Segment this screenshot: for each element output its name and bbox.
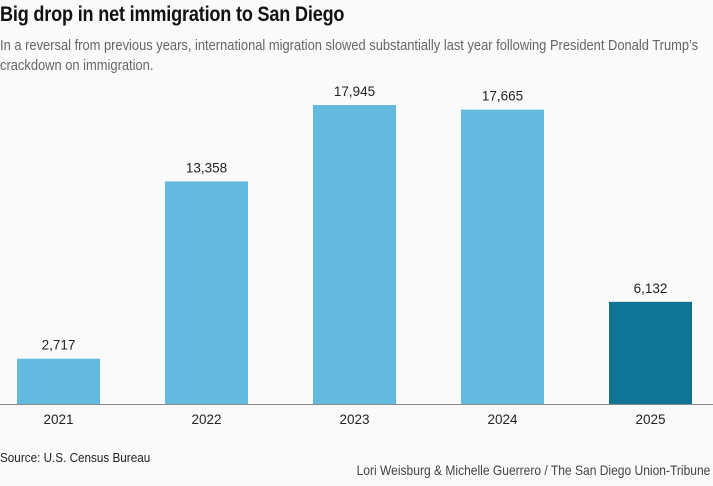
x-tick-label: 2023 [339,412,369,427]
data-label: 17,945 [334,84,375,99]
source-note: Source: U.S. Census Bureau [0,450,151,465]
x-tick-label: 2022 [191,412,221,427]
bar-2021 [17,358,100,404]
x-tick-label: 2025 [635,412,665,427]
bar-2023 [313,105,396,404]
data-label: 6,132 [634,281,668,296]
bar-2024 [461,109,544,404]
chart-title: Big drop in net immigration to San Diego [0,3,345,26]
data-label: 13,358 [186,160,227,175]
bar-2025 [609,301,692,404]
x-tick-label: 2021 [43,412,73,427]
x-tick-label: 2024 [487,412,518,427]
chart-subtitle: In a reversal from previous years, inter… [0,37,699,74]
credit-line: Lori Weisburg & Michelle Guerrero / The … [356,462,710,478]
data-label: 2,717 [42,338,76,353]
data-label: 17,665 [482,89,523,104]
bar-2022 [165,181,248,404]
